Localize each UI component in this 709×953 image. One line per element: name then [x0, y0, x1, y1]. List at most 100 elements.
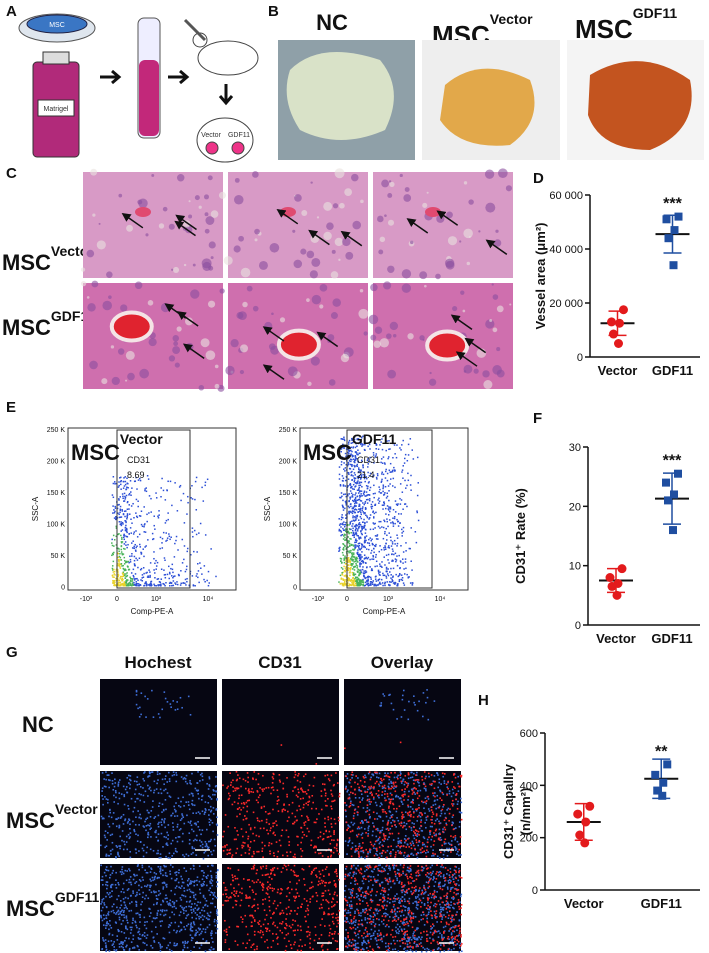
- nucleus: [166, 701, 169, 703]
- event: [392, 575, 394, 577]
- nucleus: [138, 884, 140, 887]
- event: [369, 486, 372, 489]
- nucleus: [105, 866, 108, 868]
- cd31-signal: [347, 797, 350, 800]
- event: [351, 529, 354, 532]
- event: [128, 504, 131, 506]
- cd31-signal: [282, 787, 285, 790]
- cd31-signal: [315, 846, 317, 849]
- nucleus: [454, 845, 456, 848]
- event: [357, 553, 360, 556]
- cd31-signal: [268, 842, 271, 844]
- event: [394, 453, 396, 455]
- event: [341, 522, 344, 525]
- event: [343, 438, 345, 441]
- cd31-signal: [337, 816, 340, 819]
- event: [390, 545, 393, 547]
- cd31-signal: [301, 850, 304, 852]
- cd31-signal: [276, 789, 279, 792]
- event: [150, 511, 152, 513]
- cd31-signal: [398, 852, 401, 854]
- cd31-signal: [415, 834, 417, 836]
- cd31-signal: [276, 855, 279, 858]
- event: [394, 543, 396, 545]
- nucleus: [116, 818, 118, 821]
- event: [380, 441, 382, 443]
- nucleus: [104, 830, 107, 833]
- event: [117, 547, 119, 550]
- event: [116, 577, 119, 580]
- nucleus: [159, 909, 162, 912]
- nucleus: [174, 815, 176, 817]
- event: [355, 515, 357, 517]
- nucleus: [412, 834, 415, 837]
- event: [387, 553, 390, 556]
- cell: [419, 335, 425, 341]
- event: [391, 553, 393, 556]
- gate: [346, 429, 433, 589]
- nucleus: [423, 782, 425, 784]
- event: [381, 526, 383, 528]
- event: [359, 571, 362, 573]
- cell: [351, 173, 359, 182]
- nucleus: [425, 819, 428, 821]
- nucleus: [403, 838, 406, 840]
- event: [353, 479, 356, 481]
- cd31-signal: [407, 784, 409, 787]
- nucleus: [144, 820, 146, 823]
- event: [117, 504, 120, 506]
- event: [112, 534, 115, 537]
- event: [358, 556, 361, 558]
- cd31-signal: [315, 845, 317, 848]
- nucleus: [163, 835, 166, 838]
- nucleus: [150, 891, 153, 894]
- cd31-signal: [246, 799, 249, 802]
- nucleus: [409, 814, 411, 817]
- event: [402, 477, 404, 479]
- cd31-signal: [347, 827, 350, 830]
- event: [378, 573, 381, 576]
- nucleus: [186, 942, 188, 944]
- cd31-signal: [426, 845, 429, 848]
- nucleus: [192, 804, 194, 806]
- event: [351, 507, 354, 510]
- cell: [306, 298, 310, 302]
- event: [349, 570, 351, 572]
- nucleus: [210, 878, 213, 881]
- cd31-signal: [407, 820, 410, 822]
- event: [135, 582, 137, 585]
- nucleus: [132, 810, 135, 813]
- event: [366, 580, 368, 583]
- cd31-signal: [291, 801, 294, 804]
- nucleus: [135, 881, 138, 883]
- nucleus: [133, 806, 136, 809]
- event: [354, 441, 356, 443]
- event: [403, 568, 405, 570]
- title-sup: Vector: [120, 431, 163, 447]
- event: [393, 466, 395, 469]
- cd31-signal: [387, 822, 389, 824]
- event: [401, 558, 404, 560]
- event: [399, 567, 401, 570]
- event: [361, 579, 363, 581]
- nucleus: [418, 804, 420, 806]
- event: [366, 557, 369, 560]
- nucleus: [447, 807, 450, 810]
- nucleus: [128, 878, 131, 881]
- event: [136, 545, 138, 547]
- nucleus: [129, 881, 132, 884]
- nucleus: [122, 848, 125, 851]
- cd31-signal: [226, 844, 228, 846]
- nucleus: [429, 833, 431, 836]
- event: [118, 584, 121, 587]
- nucleus: [138, 889, 140, 891]
- cd31-signal: [439, 839, 441, 841]
- cell: [134, 281, 143, 290]
- event: [143, 525, 145, 528]
- nucleus: [118, 946, 121, 948]
- nucleus: [149, 886, 151, 888]
- cd31-signal: [324, 826, 326, 828]
- event: [348, 511, 350, 514]
- nucleus: [166, 901, 168, 903]
- cd31-signal: [261, 819, 263, 822]
